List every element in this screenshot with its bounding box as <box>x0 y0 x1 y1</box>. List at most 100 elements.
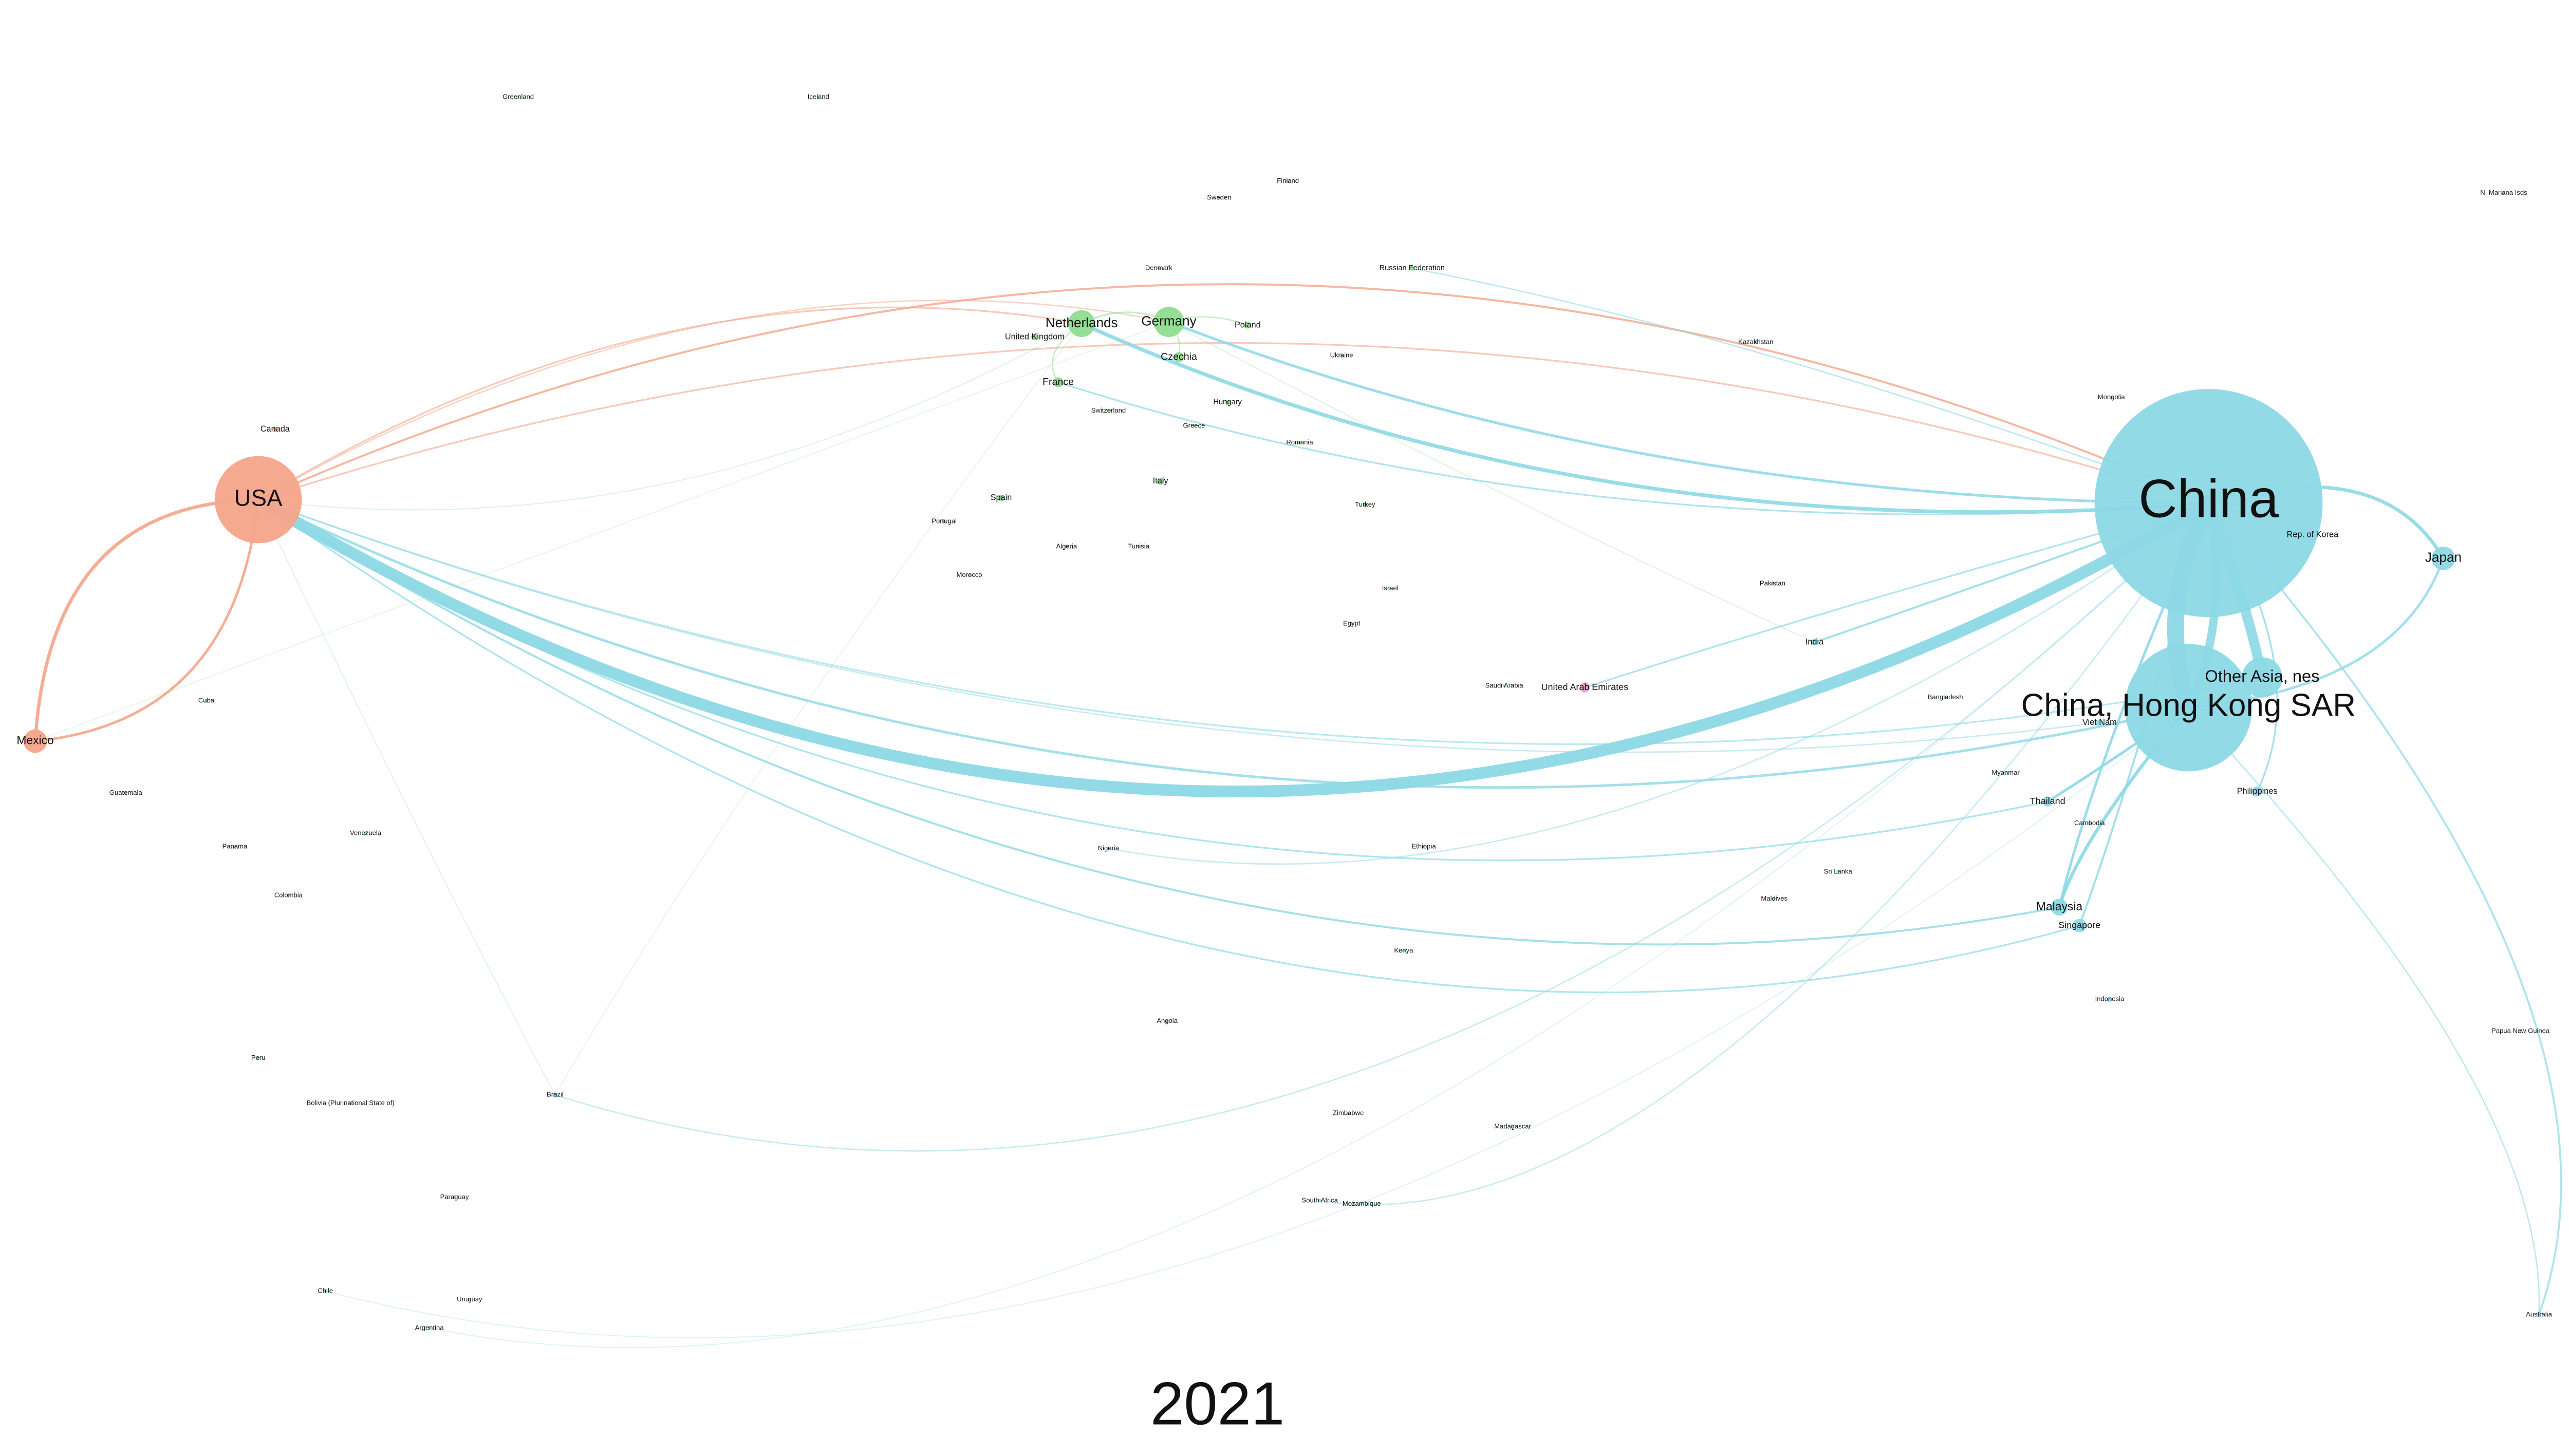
node <box>1339 353 1344 358</box>
edge <box>257 498 2263 745</box>
node <box>1346 1111 1350 1115</box>
node-label: Cuba <box>198 697 215 704</box>
node-label: Myanmar <box>1991 769 2020 776</box>
node-label: Switzerland <box>1091 406 1126 414</box>
node <box>287 893 290 898</box>
node-label: Tunisia <box>1128 542 1149 550</box>
node <box>1388 587 1392 590</box>
node-label: Madagascar <box>1494 1123 1531 1130</box>
node <box>2073 919 2087 932</box>
edge <box>257 283 2210 505</box>
node <box>364 831 367 835</box>
node <box>2004 771 2007 775</box>
node <box>1157 478 1164 485</box>
node <box>1836 870 1840 874</box>
edge <box>554 323 1083 1096</box>
node <box>552 1092 558 1098</box>
node <box>2042 796 2053 807</box>
node-label: Greece <box>1183 421 1205 429</box>
edge <box>257 498 2049 862</box>
node <box>453 1196 456 1199</box>
node <box>1579 682 1590 693</box>
edge <box>1057 381 2210 516</box>
node-label: Kazakhstan <box>1738 338 1773 345</box>
node-label: Guatemala <box>109 789 143 796</box>
node-label: United Kingdom <box>1005 332 1065 341</box>
node <box>1511 1125 1515 1129</box>
node <box>2125 644 2252 772</box>
node-label: South Africa <box>1301 1196 1338 1204</box>
node-label: Papua New Guinea <box>2491 1027 2550 1035</box>
node <box>1402 949 1406 953</box>
node-label: Uruguay <box>457 1295 482 1303</box>
edge <box>33 498 260 743</box>
edge <box>257 499 2100 753</box>
node-label: Argentina <box>415 1323 444 1331</box>
node-label: Canada <box>260 424 290 434</box>
node-label: India <box>1805 637 1824 646</box>
edge <box>1108 502 2209 865</box>
node-label: France <box>1043 376 1074 387</box>
node-label: Hungary <box>1213 398 1242 406</box>
node <box>1225 400 1231 405</box>
node-label: Portugal <box>932 517 957 525</box>
node <box>1107 409 1110 413</box>
node-label: Egypt <box>1343 620 1361 627</box>
edge <box>554 502 2209 1152</box>
edge <box>257 306 1083 501</box>
node-label: Philippines <box>2237 787 2278 796</box>
node <box>124 791 128 795</box>
edge <box>257 498 2060 946</box>
node-label: Sweden <box>1207 194 1231 201</box>
node <box>998 494 1005 501</box>
node-label: Algeria <box>1056 542 1077 550</box>
node-label: China, Hong Kong SAR <box>2021 688 2356 723</box>
node-label: Cambodia <box>2074 819 2105 827</box>
node-label: Zimbabwe <box>1333 1109 1364 1117</box>
node-label: Ukraine <box>1330 351 1353 359</box>
edge <box>325 707 2189 1338</box>
node-label: Other Asia, nes <box>2205 666 2319 685</box>
edge <box>429 502 2209 1348</box>
node <box>1153 307 1184 338</box>
edge <box>34 498 260 743</box>
node-label: Singapore <box>2058 920 2100 930</box>
node <box>942 519 946 524</box>
node-label: Colombia <box>274 891 303 899</box>
node <box>1065 545 1069 549</box>
edge <box>2207 502 2562 1316</box>
node-label: Rep. of Korea <box>2287 530 2339 539</box>
node <box>516 96 520 99</box>
node <box>1192 424 1196 428</box>
edge <box>2188 707 2540 1316</box>
edge <box>1411 267 2209 504</box>
node-label: Saudi Arabia <box>1485 681 1524 689</box>
node-label: N. Mariana Isds <box>2480 189 2527 196</box>
node <box>2107 997 2112 1002</box>
node <box>1943 696 1947 700</box>
node <box>2051 899 2068 916</box>
edge <box>257 323 1083 511</box>
node-label: USA <box>234 485 283 511</box>
node <box>1031 333 1038 341</box>
edge <box>257 498 2080 994</box>
node-label: Turkey <box>1355 500 1375 508</box>
node <box>1286 179 1290 183</box>
node <box>272 426 278 432</box>
node <box>1165 1019 1169 1023</box>
node-label: Iceland <box>808 93 829 101</box>
node <box>2096 719 2103 726</box>
node <box>2536 1312 2542 1317</box>
node-label: Russian Federation <box>1380 264 1445 272</box>
node <box>1137 545 1141 549</box>
node <box>1772 897 1776 901</box>
edge <box>257 342 2210 504</box>
node <box>1053 377 1064 387</box>
node-label: Mongolia <box>2098 393 2126 401</box>
node <box>1409 266 1415 271</box>
node-label: Romania <box>1286 438 1313 446</box>
edge <box>257 300 1170 500</box>
node <box>2109 396 2113 399</box>
